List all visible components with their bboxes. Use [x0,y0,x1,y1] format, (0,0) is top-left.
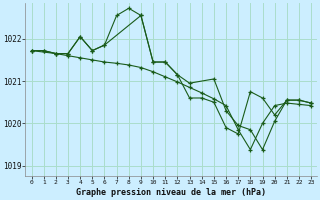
X-axis label: Graphe pression niveau de la mer (hPa): Graphe pression niveau de la mer (hPa) [76,188,266,197]
